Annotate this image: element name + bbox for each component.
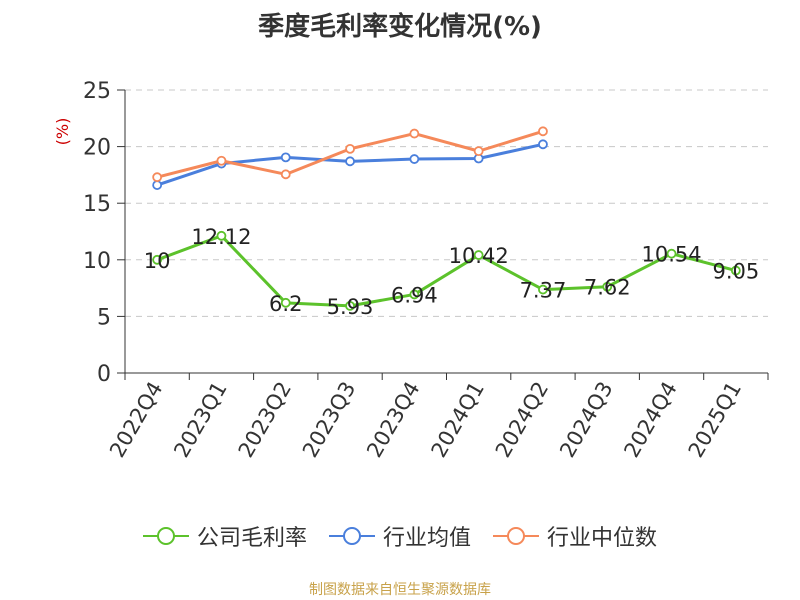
x-tick-label: 2023Q1 [169,378,231,462]
data-label: 10 [144,249,171,273]
data-label: 7.37 [520,279,567,303]
y-tick-label: 15 [83,192,111,217]
data-point[interactable] [280,169,291,180]
y-tick-label: 10 [83,249,111,274]
data-point[interactable] [280,297,291,308]
data-label: 6.94 [391,283,438,307]
data-label: 5.93 [327,295,374,319]
data-label: 9.05 [712,260,759,284]
x-tick-label: 2023Q2 [234,378,296,462]
x-tick-label: 2023Q4 [362,378,424,462]
legend-label-company: 公司毛利率 [196,526,307,551]
x-tick-label: 2022Q4 [105,378,167,462]
series-line [156,234,737,308]
chart-title: 季度毛利率变化情况(%) [258,12,542,42]
y-tick-label: 0 [97,362,111,387]
legend: 公司毛利率 行业均值 行业中位数 [0,520,800,552]
data-point[interactable] [216,155,227,166]
x-tick-label: 2025Q1 [684,378,746,462]
data-point[interactable] [538,139,548,150]
x-tick-label: 2023Q3 [298,378,360,462]
legend-marker-industry-median [493,527,539,545]
legend-label-industry-avg: 行业均值 [382,526,471,551]
y-tick-label: 25 [83,79,111,104]
data-label: 12.12 [191,225,251,249]
x-tick-label: 2024Q2 [491,378,553,462]
data-label-layer: 10 12.12 6.2 5.93 6.94 10.42 7.37 7.62 10.54 9.05 [144,225,759,319]
legend-item-industry-median[interactable]: 行业中位数 [493,520,657,552]
y-axis-unit-label: (%) [53,118,72,146]
data-point[interactable] [152,180,163,190]
data-label: 7.62 [584,276,631,300]
data-point[interactable] [152,172,163,183]
x-tick-label: 2024Q1 [427,378,489,462]
legend-label-industry-median: 行业中位数 [547,526,658,551]
legend-item-company[interactable]: 公司毛利率 [142,520,307,552]
data-point[interactable] [473,250,484,260]
data-point[interactable] [409,289,420,300]
data-point[interactable] [538,126,548,137]
data-point[interactable] [666,248,677,259]
data-point[interactable] [602,281,613,292]
series-line [156,129,544,179]
series-layer [152,126,741,311]
legend-marker-industry-avg [328,527,375,545]
data-label: 10.54 [641,243,701,267]
data-point[interactable] [538,284,548,295]
data-label: 6.2 [269,292,302,316]
data-point[interactable] [473,146,484,157]
data-point[interactable] [345,156,355,167]
data-point[interactable] [345,300,355,311]
x-tick-label: 2024Q4 [619,378,681,462]
data-point[interactable] [280,152,291,163]
y-tick-label: 20 [83,136,111,161]
grid-layer [125,89,768,317]
data-point[interactable] [730,265,741,276]
y-tick-label: 5 [97,305,111,330]
data-label: 10.42 [449,244,509,268]
legend-item-industry-avg[interactable]: 行业均值 [328,520,471,552]
x-tick-label: 2024Q3 [555,378,617,462]
source-note: 制图数据来自恒生聚源数据库 [309,582,491,598]
data-point[interactable] [409,154,420,164]
data-point[interactable] [345,143,355,154]
legend-marker-company [142,527,189,545]
data-point[interactable] [216,230,227,241]
data-point[interactable] [409,128,420,139]
data-point[interactable] [152,254,163,265]
